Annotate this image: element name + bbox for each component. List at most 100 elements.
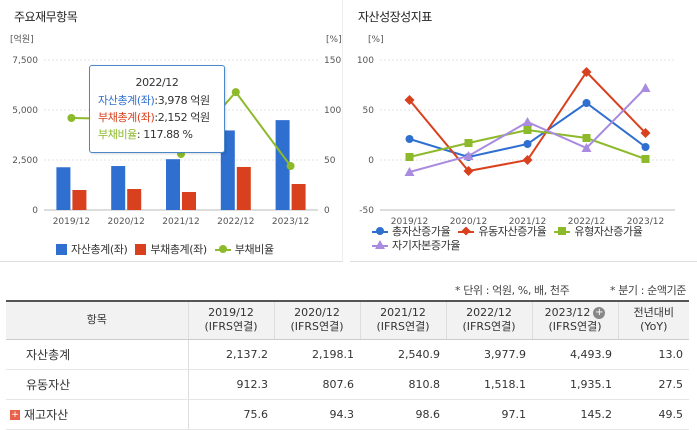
series-point — [404, 167, 415, 176]
legend-item-equity-growth[interactable]: 자기자본증가율 — [372, 238, 460, 252]
tooltip-row-label: 부채총계(좌) — [98, 111, 155, 124]
x-tick-label: 2023/12 — [272, 217, 309, 227]
table-cell: 13.0 — [618, 339, 689, 370]
legend-label: 유동자산증가율 — [478, 225, 547, 238]
tooltip-row: 부채총계(좌):2,152 억원 — [98, 109, 216, 126]
panel-title: 자산성장성지표 — [358, 10, 432, 24]
legend-label: 자산총계(좌) — [71, 243, 128, 256]
series-point — [522, 117, 533, 126]
tooltip-row-value: :3,978 억원 — [154, 94, 210, 107]
y-unit: [%] — [368, 35, 384, 45]
asset-bar — [166, 159, 180, 210]
legend-swatch — [214, 244, 231, 255]
x-tick-label: 2023/12 — [627, 217, 664, 227]
series-point — [404, 95, 415, 105]
panel-title: 주요재무항목 — [14, 10, 78, 24]
chart-legend: 총자산증가율 유동자산증가율 유형자산증가율 자기자본증가율 — [372, 224, 692, 252]
table-cell: 2,198.1 — [274, 339, 360, 370]
liability-bar — [72, 190, 87, 210]
column-header-period: 2022/12 (IFRS연결) — [445, 300, 532, 340]
row-label-text: 재고자산 — [24, 407, 69, 422]
y-tick: 100 — [357, 56, 374, 66]
liability-bar — [236, 166, 251, 210]
column-header-yoy: 전년대비 (YoY) — [617, 300, 689, 340]
asset-bar — [56, 167, 71, 210]
y-right-unit: [%] — [326, 35, 342, 45]
table-cell: 49.5 — [618, 399, 689, 430]
y-tick-left: 0 — [32, 206, 38, 216]
legend-item-debt-ratio[interactable]: 부채비율 — [214, 242, 274, 256]
y-tick: -50 — [359, 206, 374, 216]
legend-item-current-asset-growth[interactable]: 유동자산증가율 — [458, 224, 547, 238]
liability-bar — [291, 184, 306, 210]
legend-item-tangible-asset-growth[interactable]: 유형자산증가율 — [554, 224, 643, 238]
legend-swatch — [554, 226, 571, 237]
y-tick-right: 100 — [324, 106, 341, 116]
asset-bar — [275, 120, 290, 210]
tooltip-row: 자산총계(좌):3,978 억원 — [98, 92, 216, 109]
asset-bar — [111, 166, 126, 210]
x-tick-label: 2021/12 — [509, 217, 546, 227]
table-row: 자산총계 2,137.2 2,198.1 2,540.9 3,977.9 4,4… — [6, 339, 689, 370]
column-header-period: 2021/12 (IFRS연결) — [359, 300, 446, 340]
table-cell: 2,137.2 — [188, 339, 274, 370]
table-cell: 1,518.1 — [446, 369, 532, 400]
series-point — [463, 166, 474, 176]
legend-item-total-asset-growth[interactable]: 총자산증가율 — [372, 224, 451, 238]
table-cell: 94.3 — [274, 399, 360, 430]
series-point — [582, 134, 591, 142]
unit-note: * 단위 : 억원, %, 배, 천주 — [455, 284, 570, 297]
series-point — [464, 139, 473, 147]
table-row: 유동자산 912.3 807.6 810.8 1,518.1 1,935.1 2… — [6, 369, 689, 400]
legend-label: 자기자본증가율 — [392, 239, 461, 252]
series-point — [581, 67, 592, 77]
x-tick-label: 2019/12 — [53, 217, 90, 227]
y-tick-right: 150 — [324, 56, 341, 66]
table-cell: 912.3 — [188, 369, 274, 400]
table-cell: 810.8 — [360, 369, 446, 400]
table-header-row: 항목 2019/12 (IFRS연결) 2020/12 (IFRS연결) 2021/… — [6, 300, 689, 340]
table-cell: 1,935.1 — [532, 369, 618, 400]
x-tick-label: 2020/12 — [108, 217, 145, 227]
x-tick-label: 2021/12 — [162, 217, 199, 227]
legend-swatch — [372, 239, 388, 251]
x-tick-label: 2022/12 — [217, 217, 254, 227]
y-tick: 50 — [363, 106, 375, 116]
chart-legend: 자산총계(좌) 부채총계(좌) 부채비율 — [56, 242, 282, 256]
tooltip-row: 부채비율: 117.88 % — [98, 126, 216, 143]
asset-growth-panel: 자산성장성지표 [%] 100 50 0 -50 2019/12 2020/12 2021/1… — [350, 0, 697, 262]
series-point — [522, 155, 533, 165]
series-point — [640, 128, 651, 138]
table-cell: 2,540.9 — [360, 339, 446, 370]
add-column-icon[interactable]: + — [593, 307, 606, 320]
y-tick-left: 2,500 — [12, 156, 38, 166]
financial-items-chart: [억원] [%] 7,500 150 5,000 100 2,500 50 0 0 2019/12 2… — [10, 33, 342, 227]
legend-label: 부채총계(좌) — [150, 243, 207, 256]
table-cell: 807.6 — [274, 369, 360, 400]
series-point — [581, 143, 592, 152]
period-note: * 분기 : 순액기준 — [610, 284, 687, 297]
tooltip-row-value: :2,152 억원 — [154, 111, 210, 124]
row-label-expandable[interactable]: + 재고자산 — [6, 399, 189, 430]
series-point — [640, 83, 651, 92]
column-header-period: 2019/12 (IFRS연결) — [187, 300, 274, 340]
legend-swatch — [458, 225, 475, 237]
row-label: 유동자산 — [6, 369, 189, 400]
series-point — [582, 99, 591, 107]
liability-bar — [127, 189, 142, 210]
legend-item-assets[interactable]: 자산총계(좌) — [56, 242, 128, 256]
series-point — [405, 153, 414, 161]
debt-ratio-point — [286, 162, 295, 170]
expand-plus-icon[interactable]: + — [10, 410, 20, 420]
row-label: 자산총계 — [6, 339, 189, 370]
series-point — [641, 143, 650, 151]
x-tick-label: 2022/12 — [568, 217, 605, 227]
legend-item-liabilities[interactable]: 부채총계(좌) — [135, 242, 207, 256]
series-point — [463, 151, 474, 160]
table-cell: 4,493.9 — [532, 339, 618, 370]
x-tick-label: 2019/12 — [391, 217, 428, 227]
legend-swatch — [56, 243, 67, 255]
table-cell: 27.5 — [618, 369, 689, 400]
asset-growth-chart: [%] 100 50 0 -50 2019/12 2020/12 2021/12 2022/12… — [357, 35, 675, 227]
legend-label: 유형자산증가율 — [574, 225, 643, 238]
